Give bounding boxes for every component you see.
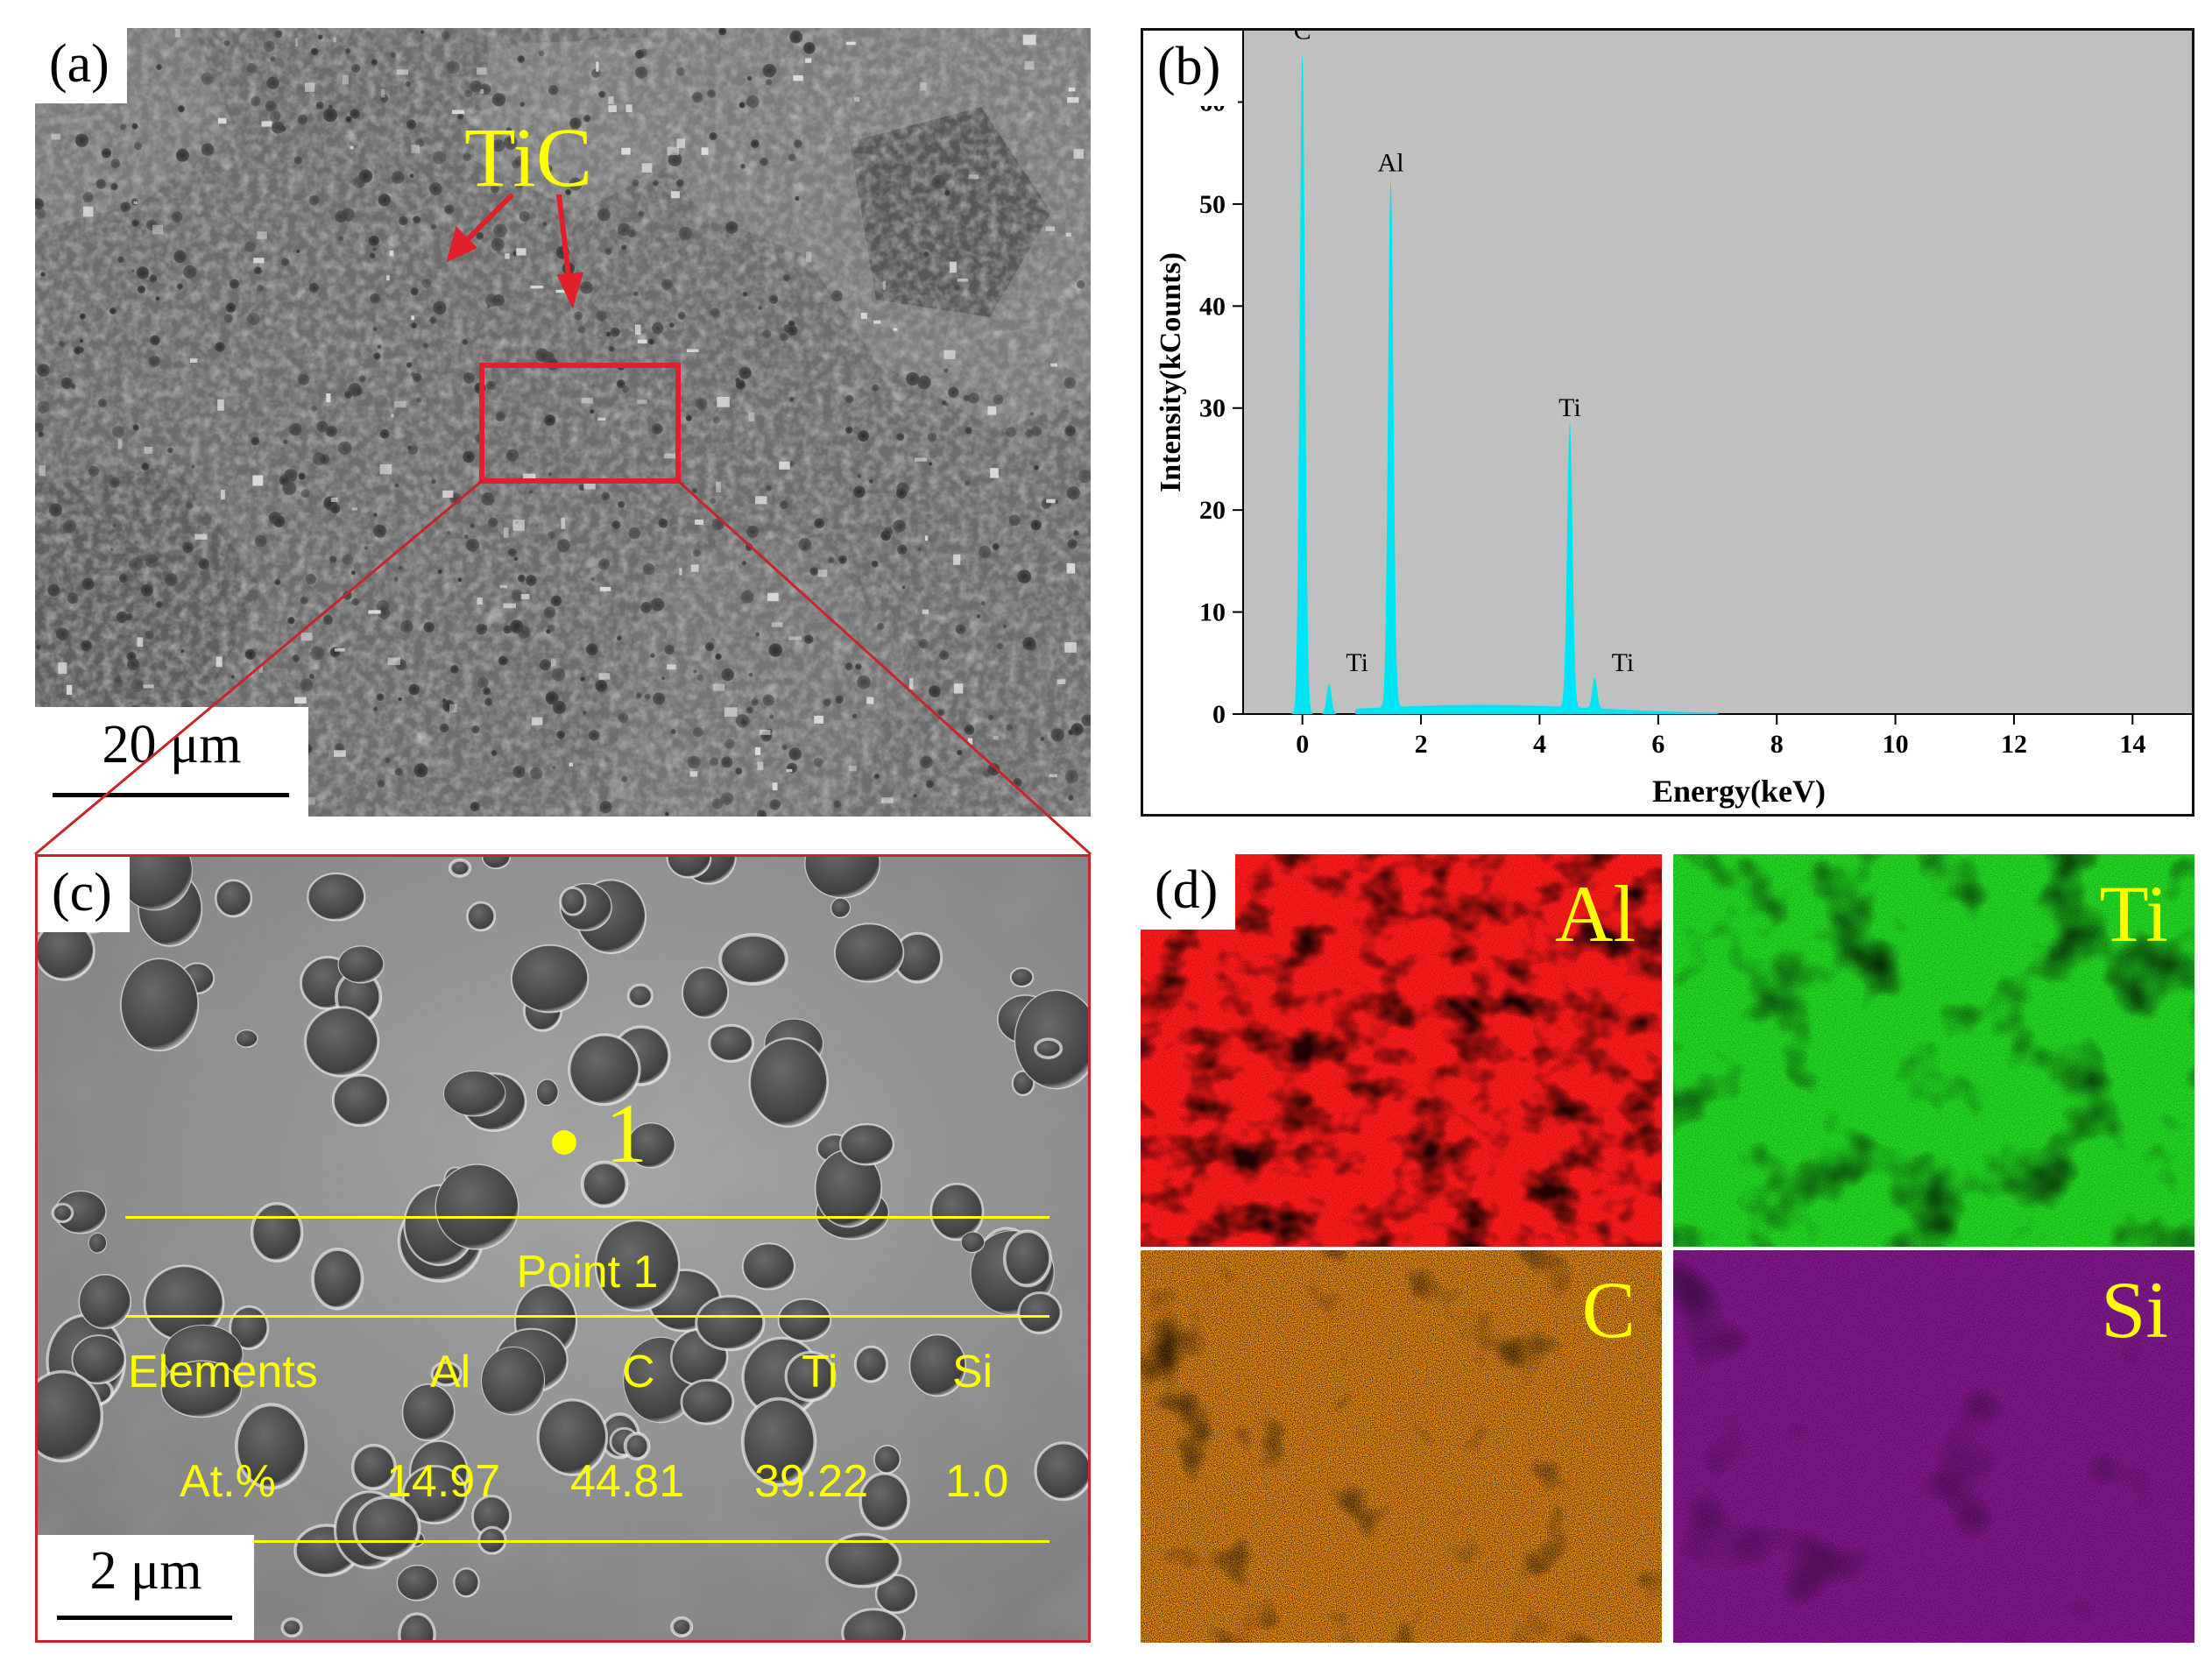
- table-row-label: At.%: [180, 1456, 276, 1507]
- peak-label-c: C: [1294, 31, 1311, 45]
- table-header-ti: Ti: [802, 1347, 838, 1397]
- x-tick-label: 14: [2119, 730, 2145, 759]
- sem-image-panel-a: TiC (a) 20 μm: [35, 28, 1091, 817]
- scale-bar-c: 2 μm: [38, 1535, 254, 1640]
- element-map-al: Al: [1141, 854, 1662, 1247]
- map-label-ti: Ti: [2099, 869, 2168, 958]
- eds-maps-panel-d: Al Ti C: [1141, 854, 2194, 1643]
- scale-bar-line-c: [57, 1616, 232, 1620]
- tic-arrows: [446, 192, 584, 309]
- table-rule-top: [125, 1216, 1049, 1219]
- eds-spectrum-panel-b: 024681012140102030405060 CTiAlTiTi Energ…: [1141, 28, 2194, 817]
- table-value-si: 1.0: [945, 1456, 1009, 1507]
- table-header-elements: Elements: [128, 1347, 318, 1397]
- scale-bar-label-c: 2 μm: [89, 1541, 202, 1601]
- x-tick-label: 12: [2001, 730, 2027, 759]
- table-rule-bottom: [125, 1540, 1049, 1543]
- x-tick-label: 6: [1651, 730, 1664, 759]
- scale-bar-label-a: 20 μm: [102, 715, 242, 774]
- scale-bar-line-a: [53, 793, 289, 797]
- peak-label-ti: Ti: [1346, 648, 1368, 677]
- map-label-si: Si: [2101, 1265, 2168, 1354]
- x-tick-label: 10: [1883, 730, 1909, 759]
- table-header-si: Si: [952, 1347, 993, 1397]
- panel-label-a: (a): [35, 28, 127, 103]
- scale-bar-a: 20 μm: [35, 707, 308, 817]
- y-tick-label: 20: [1199, 496, 1226, 525]
- x-axis-label: Energy(keV): [1652, 774, 1826, 809]
- y-axis-label: Intensity(kCounts): [1155, 252, 1187, 492]
- peak-label-ti: Ti: [1612, 648, 1635, 677]
- y-tick-label: 10: [1199, 598, 1226, 627]
- y-tick-label: 50: [1199, 190, 1226, 219]
- y-tick-label: 40: [1199, 292, 1226, 321]
- table-header-c: C: [622, 1347, 655, 1397]
- panel-label-b: (b): [1143, 31, 1239, 106]
- peak-label-al: Al: [1378, 149, 1404, 178]
- x-tick-label: 4: [1533, 730, 1546, 759]
- panel-label-d: (d): [1141, 854, 1236, 930]
- eds-spectrum-chart: 024681012140102030405060 CTiAlTiTi Energ…: [1155, 31, 2192, 809]
- point-1-marker: [552, 1130, 576, 1155]
- plot-area: [1243, 31, 2192, 714]
- sem-micrograph-a: TiC: [35, 28, 1091, 817]
- table-value-c: 44.81: [570, 1456, 685, 1507]
- x-tick-label: 0: [1296, 730, 1309, 759]
- map-label-al: Al: [1555, 869, 1636, 958]
- table-value-ti: 39.22: [754, 1456, 869, 1507]
- table-value-al: 14.97: [386, 1456, 501, 1507]
- element-map-si: Si: [1673, 1250, 2194, 1643]
- x-tick-label: 8: [1770, 730, 1784, 759]
- y-tick-label: 30: [1199, 394, 1226, 423]
- sem-micrograph-c: [38, 857, 1088, 1640]
- map-label-c: C: [1581, 1265, 1636, 1354]
- panel-label-c: (c): [38, 857, 130, 932]
- table-header-al: Al: [430, 1347, 471, 1397]
- table-title: Point 1: [516, 1247, 659, 1298]
- table-rule-middle: [125, 1315, 1049, 1318]
- tic-annotation: TiC: [464, 110, 592, 204]
- element-map-c: C: [1141, 1250, 1662, 1643]
- point-1-label: 1: [605, 1086, 647, 1180]
- y-tick-label: 0: [1212, 700, 1226, 729]
- zoom-region-box: [479, 363, 681, 484]
- element-map-ti: Ti: [1673, 854, 2194, 1247]
- x-tick-label: 2: [1415, 730, 1428, 759]
- peak-label-ti: Ti: [1558, 393, 1581, 422]
- sem-image-panel-c: (c) 1 Point 1 Elements Al C Ti Si At.% 1…: [35, 854, 1091, 1643]
